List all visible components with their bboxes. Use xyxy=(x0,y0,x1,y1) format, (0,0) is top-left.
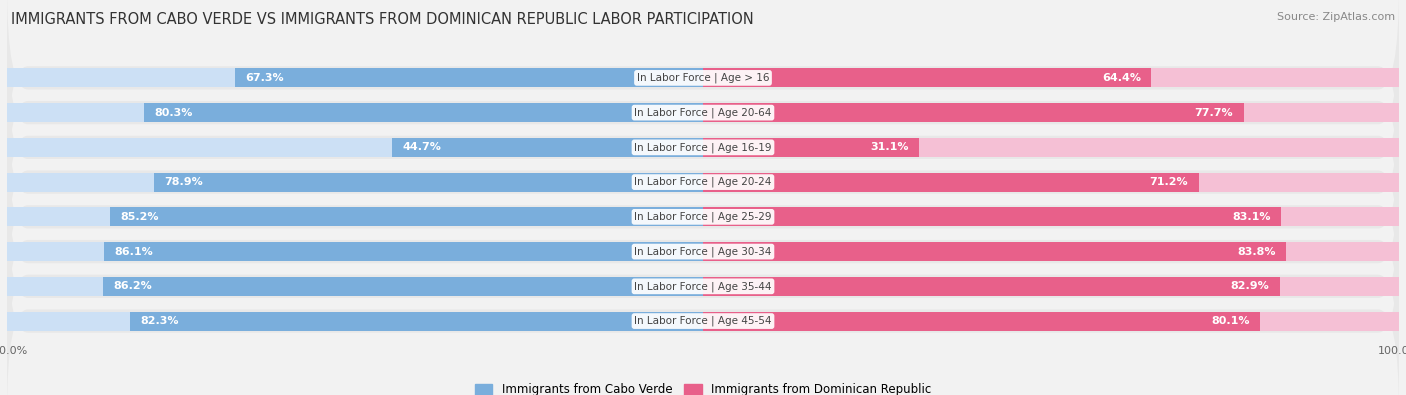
FancyBboxPatch shape xyxy=(7,228,1399,395)
Text: 64.4%: 64.4% xyxy=(1102,73,1140,83)
Text: 78.9%: 78.9% xyxy=(165,177,202,187)
Bar xyxy=(7,138,703,157)
Bar xyxy=(703,173,1198,192)
Bar xyxy=(235,68,703,87)
Bar xyxy=(703,138,1399,157)
Bar xyxy=(153,173,703,192)
Bar xyxy=(703,173,1399,192)
Text: 80.1%: 80.1% xyxy=(1212,316,1250,326)
Text: In Labor Force | Age 45-54: In Labor Force | Age 45-54 xyxy=(634,316,772,326)
Bar xyxy=(7,312,703,331)
Bar xyxy=(7,173,703,192)
Text: 86.1%: 86.1% xyxy=(114,246,153,257)
Bar xyxy=(703,277,1279,296)
Text: 86.2%: 86.2% xyxy=(114,281,152,292)
Text: 82.3%: 82.3% xyxy=(141,316,179,326)
Text: 80.3%: 80.3% xyxy=(155,107,193,118)
FancyBboxPatch shape xyxy=(7,194,1399,379)
Text: In Labor Force | Age > 16: In Labor Force | Age > 16 xyxy=(637,73,769,83)
Text: In Labor Force | Age 16-19: In Labor Force | Age 16-19 xyxy=(634,142,772,152)
Bar xyxy=(7,242,703,261)
Bar xyxy=(104,242,703,261)
Bar xyxy=(703,312,1399,331)
Bar xyxy=(7,103,703,122)
Bar xyxy=(7,277,703,296)
Text: 71.2%: 71.2% xyxy=(1150,177,1188,187)
Bar xyxy=(703,277,1399,296)
Bar xyxy=(703,103,1399,122)
Bar xyxy=(703,312,1260,331)
Bar xyxy=(703,242,1286,261)
Text: 67.3%: 67.3% xyxy=(245,73,284,83)
Legend: Immigrants from Cabo Verde, Immigrants from Dominican Republic: Immigrants from Cabo Verde, Immigrants f… xyxy=(470,379,936,395)
Bar xyxy=(703,103,1244,122)
Bar xyxy=(703,242,1399,261)
Text: 85.2%: 85.2% xyxy=(121,212,159,222)
Text: In Labor Force | Age 25-29: In Labor Force | Age 25-29 xyxy=(634,212,772,222)
Bar xyxy=(703,207,1281,226)
Bar xyxy=(703,207,1399,226)
Bar xyxy=(7,68,703,87)
Bar xyxy=(110,207,703,226)
Text: 82.9%: 82.9% xyxy=(1230,281,1270,292)
Text: 31.1%: 31.1% xyxy=(870,142,910,152)
Bar xyxy=(131,312,703,331)
Bar xyxy=(703,68,1152,87)
Text: In Labor Force | Age 20-24: In Labor Force | Age 20-24 xyxy=(634,177,772,187)
Text: In Labor Force | Age 20-64: In Labor Force | Age 20-64 xyxy=(634,107,772,118)
Text: Source: ZipAtlas.com: Source: ZipAtlas.com xyxy=(1277,12,1395,22)
Bar xyxy=(145,103,703,122)
Text: 44.7%: 44.7% xyxy=(402,142,441,152)
Text: In Labor Force | Age 35-44: In Labor Force | Age 35-44 xyxy=(634,281,772,292)
FancyBboxPatch shape xyxy=(7,0,1399,171)
Bar xyxy=(7,207,703,226)
FancyBboxPatch shape xyxy=(7,124,1399,309)
Bar xyxy=(703,138,920,157)
Bar xyxy=(703,68,1399,87)
FancyBboxPatch shape xyxy=(7,20,1399,205)
FancyBboxPatch shape xyxy=(7,159,1399,344)
Bar xyxy=(392,138,703,157)
Text: IMMIGRANTS FROM CABO VERDE VS IMMIGRANTS FROM DOMINICAN REPUBLIC LABOR PARTICIPA: IMMIGRANTS FROM CABO VERDE VS IMMIGRANTS… xyxy=(11,12,754,27)
FancyBboxPatch shape xyxy=(7,90,1399,275)
FancyBboxPatch shape xyxy=(7,55,1399,240)
Text: In Labor Force | Age 30-34: In Labor Force | Age 30-34 xyxy=(634,246,772,257)
Text: 83.1%: 83.1% xyxy=(1233,212,1271,222)
Text: 77.7%: 77.7% xyxy=(1195,107,1233,118)
Text: 83.8%: 83.8% xyxy=(1237,246,1275,257)
Bar xyxy=(103,277,703,296)
